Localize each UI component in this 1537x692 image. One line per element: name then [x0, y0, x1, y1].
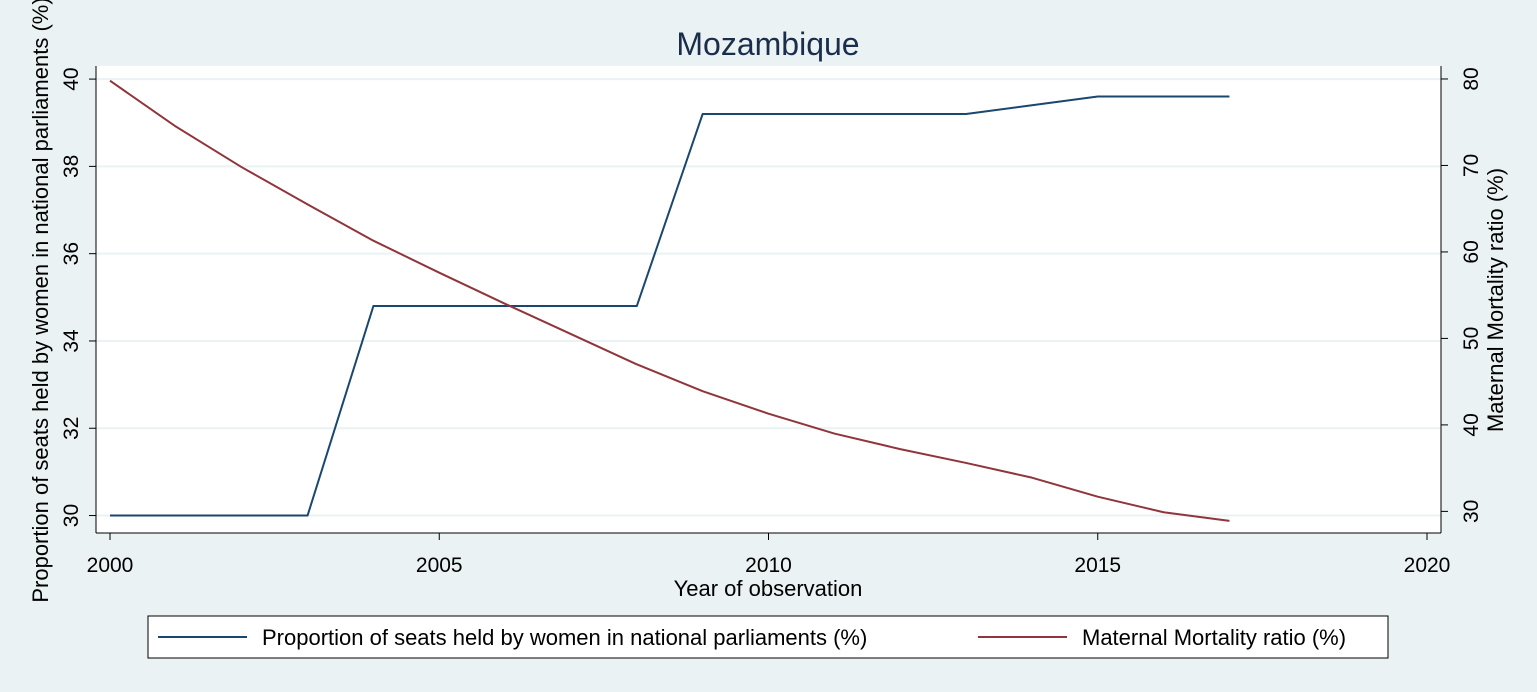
legend-label-seats: Proportion of seats held by women in nat…	[262, 625, 867, 650]
y-right-tick-label-2: 50	[1460, 327, 1483, 350]
x-tick-label-3: 2015	[1074, 554, 1121, 577]
chart-title: Mozambique	[676, 26, 859, 62]
y-right-tick-label-3: 60	[1460, 240, 1483, 263]
x-tick-label-0: 2000	[87, 554, 134, 577]
y-left-tick-label-0: 30	[60, 504, 83, 527]
series-line-1	[109, 79, 1230, 522]
x-tick-label-1: 2005	[416, 554, 463, 577]
y-left-tick-label-3: 36	[60, 242, 83, 265]
y-right-tick-label-4: 70	[1460, 154, 1483, 177]
y-left-tick-label-4: 38	[60, 155, 83, 178]
series-layer	[109, 79, 1230, 522]
legend-label-mortality: Maternal Mortality ratio (%)	[1082, 625, 1346, 650]
y-axis-right-title: Maternal Mortality ratio (%)	[1483, 168, 1508, 432]
y-right-tick-label-5: 80	[1460, 67, 1483, 90]
ticks: 30 32 34 36 38 40 30 40 50 60 70 80 2000 2005 2010 2015…	[60, 67, 1483, 577]
y-left-tick-label-2: 34	[60, 329, 83, 353]
y-right-tick-label-1: 40	[1460, 413, 1483, 436]
y-left-tick-label-5: 40	[60, 67, 83, 90]
x-tick-label-4: 2020	[1404, 554, 1451, 577]
y-axis-left-title: Proportion of seats held by women in nat…	[28, 0, 53, 603]
x-tick-label-2: 2010	[745, 554, 792, 577]
x-axis-title: Year of observation	[674, 576, 863, 601]
y-right-tick-label-0: 30	[1460, 500, 1483, 523]
legend: Proportion of seats held by women in nat…	[147, 615, 1389, 659]
grid	[96, 78, 1441, 517]
series-line-0	[110, 95, 1230, 517]
plot-background	[96, 66, 1441, 533]
y-left-tick-label-1: 32	[60, 417, 83, 440]
legend-box	[147, 615, 1389, 659]
